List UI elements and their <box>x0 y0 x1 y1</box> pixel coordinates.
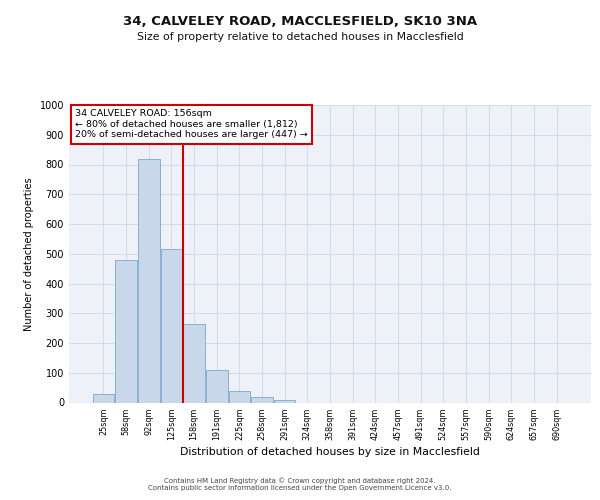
Bar <box>274 400 295 402</box>
Y-axis label: Number of detached properties: Number of detached properties <box>24 177 34 330</box>
X-axis label: Distribution of detached houses by size in Macclesfield: Distribution of detached houses by size … <box>180 447 480 457</box>
Bar <box>138 158 160 402</box>
Bar <box>93 394 114 402</box>
Bar <box>229 392 250 402</box>
Text: Contains HM Land Registry data © Crown copyright and database right 2024.
Contai: Contains HM Land Registry data © Crown c… <box>148 478 452 491</box>
Text: 34 CALVELEY ROAD: 156sqm
← 80% of detached houses are smaller (1,812)
20% of sem: 34 CALVELEY ROAD: 156sqm ← 80% of detach… <box>75 110 308 140</box>
Text: Size of property relative to detached houses in Macclesfield: Size of property relative to detached ho… <box>137 32 463 42</box>
Bar <box>161 250 182 402</box>
Text: 34, CALVELEY ROAD, MACCLESFIELD, SK10 3NA: 34, CALVELEY ROAD, MACCLESFIELD, SK10 3N… <box>123 15 477 28</box>
Bar <box>115 260 137 402</box>
Bar <box>251 398 273 402</box>
Bar <box>206 370 227 402</box>
Bar <box>184 324 205 402</box>
